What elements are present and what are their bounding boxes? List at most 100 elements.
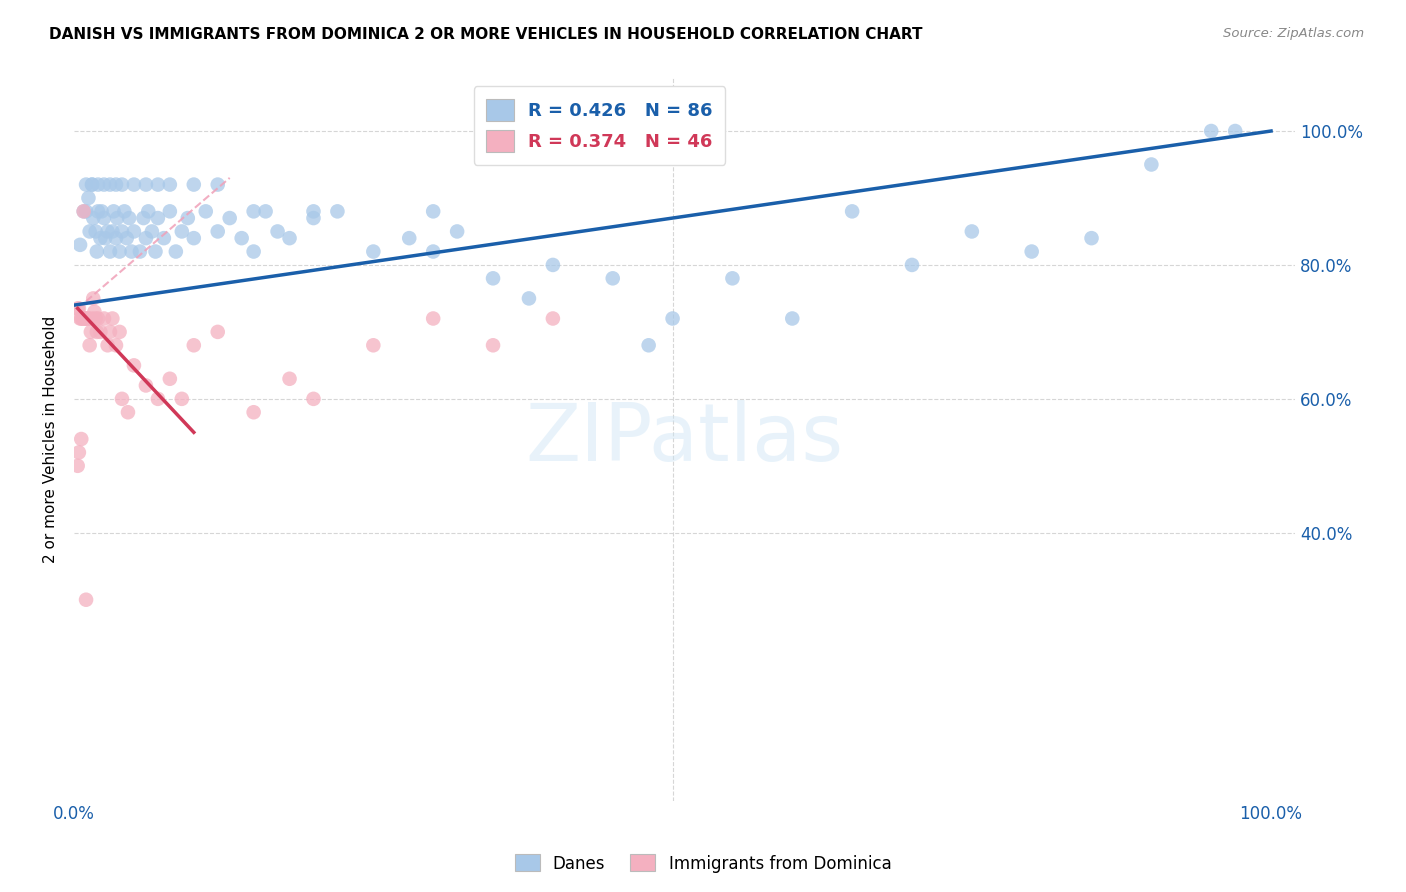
Point <box>82 292 104 306</box>
Point <box>721 271 744 285</box>
Point <box>75 592 97 607</box>
Point <box>75 311 97 326</box>
Point <box>89 325 111 339</box>
Point <box>170 392 193 406</box>
Point <box>104 338 127 352</box>
Point <box>98 178 121 192</box>
Point <box>90 204 112 219</box>
Point <box>103 204 125 219</box>
Point <box>541 258 564 272</box>
Point <box>960 224 983 238</box>
Point <box>79 224 101 238</box>
Legend: R = 0.426   N = 86, R = 0.374   N = 46: R = 0.426 N = 86, R = 0.374 N = 46 <box>474 87 725 165</box>
Point <box>75 204 97 219</box>
Point <box>207 178 229 192</box>
Point <box>108 325 131 339</box>
Point <box>72 311 94 326</box>
Point <box>159 372 181 386</box>
Point <box>1199 124 1222 138</box>
Point <box>80 311 103 326</box>
Point <box>363 338 385 352</box>
Point <box>145 244 167 259</box>
Point <box>302 211 325 225</box>
Point <box>398 231 420 245</box>
Point <box>135 178 157 192</box>
Point <box>89 231 111 245</box>
Point <box>67 301 90 316</box>
Point <box>183 338 205 352</box>
Point <box>70 311 93 326</box>
Point <box>278 231 301 245</box>
Point <box>153 231 176 245</box>
Point <box>101 224 124 238</box>
Point <box>108 244 131 259</box>
Point <box>207 325 229 339</box>
Point <box>66 301 89 316</box>
Point <box>115 231 138 245</box>
Point <box>302 204 325 219</box>
Point <box>84 311 107 326</box>
Point <box>242 405 264 419</box>
Point <box>111 178 134 192</box>
Point <box>1021 244 1043 259</box>
Point <box>121 244 143 259</box>
Point <box>422 204 444 219</box>
Point <box>541 311 564 326</box>
Point <box>118 211 141 225</box>
Point <box>73 204 96 219</box>
Point <box>661 311 683 326</box>
Point <box>266 224 288 238</box>
Point <box>517 292 540 306</box>
Point <box>93 178 115 192</box>
Point <box>422 311 444 326</box>
Y-axis label: 2 or more Vehicles in Household: 2 or more Vehicles in Household <box>44 316 58 563</box>
Point <box>218 211 240 225</box>
Point <box>77 191 100 205</box>
Point <box>98 325 121 339</box>
Point <box>87 204 110 219</box>
Point <box>69 237 91 252</box>
Point <box>105 211 128 225</box>
Point <box>146 178 169 192</box>
Point <box>97 224 120 238</box>
Point <box>136 204 159 219</box>
Point <box>129 244 152 259</box>
Point <box>84 224 107 238</box>
Point <box>86 244 108 259</box>
Point <box>87 178 110 192</box>
Point <box>73 311 96 326</box>
Point <box>132 211 155 225</box>
Legend: Danes, Immigrants from Dominica: Danes, Immigrants from Dominica <box>508 847 898 880</box>
Point <box>422 244 444 259</box>
Point <box>75 178 97 192</box>
Point <box>69 311 91 326</box>
Point <box>159 178 181 192</box>
Point <box>122 359 145 373</box>
Point <box>104 231 127 245</box>
Point <box>94 231 117 245</box>
Point <box>1223 124 1246 138</box>
Point <box>242 204 264 219</box>
Point <box>87 311 110 326</box>
Point <box>194 204 217 219</box>
Point <box>1140 157 1163 171</box>
Point <box>98 244 121 259</box>
Point <box>83 305 105 319</box>
Point <box>79 338 101 352</box>
Point <box>207 224 229 238</box>
Text: ZIPatlas: ZIPatlas <box>526 400 844 478</box>
Text: Source: ZipAtlas.com: Source: ZipAtlas.com <box>1223 27 1364 40</box>
Point <box>146 211 169 225</box>
Point <box>170 224 193 238</box>
Point <box>242 244 264 259</box>
Point <box>146 392 169 406</box>
Point <box>112 204 135 219</box>
Point <box>177 211 200 225</box>
Point <box>80 178 103 192</box>
Point <box>1080 231 1102 245</box>
Point <box>93 211 115 225</box>
Point <box>363 244 385 259</box>
Point <box>80 325 103 339</box>
Point <box>67 445 90 459</box>
Point <box>93 311 115 326</box>
